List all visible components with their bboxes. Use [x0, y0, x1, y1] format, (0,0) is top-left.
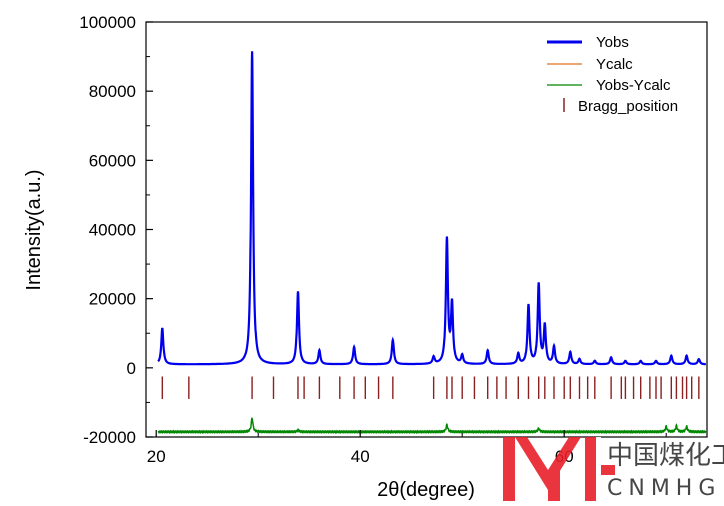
logo-chinese-text: 中国煤化工 [607, 441, 724, 471]
y-axis-ticks: -20000 0 20000 40000 60000 80000 100000 [79, 13, 153, 447]
difference-line [157, 417, 707, 435]
legend-label-diff: Yobs-Ycalc [596, 77, 671, 94]
y-tick-label-1: 0 [127, 359, 136, 378]
yobs-series [157, 51, 706, 366]
watermark-logo: 中国煤化工 CNMHG [503, 437, 724, 501]
logo-english-text: CNMHG [607, 476, 721, 501]
legend-label-yobs: Yobs [596, 34, 629, 51]
y-tick-label-0: -20000 [83, 428, 136, 447]
y-axis-title: Intensity(a.u.) [23, 169, 45, 290]
legend-label-bragg: Bragg_position [578, 98, 678, 115]
y-tick-label-2: 20000 [89, 290, 136, 309]
difference-series [157, 417, 707, 435]
x-tick-label-0: 20 [147, 447, 166, 466]
bragg-ticks [161, 376, 700, 399]
x-axis-title: 2θ(degree) [377, 479, 475, 501]
y-tick-label-6: 100000 [79, 13, 136, 32]
y-tick-label-4: 60000 [89, 151, 136, 170]
x-tick-label-1: 40 [351, 447, 370, 466]
yobs-line [157, 51, 706, 366]
y-tick-label-5: 80000 [89, 82, 136, 101]
y-tick-label-3: 40000 [89, 221, 136, 240]
legend-label-ycalc: Ycalc [596, 56, 633, 73]
logo-mark-icon [503, 437, 615, 501]
legend: Yobs Ycalc Yobs-Ycalc Bragg_position [547, 34, 678, 115]
